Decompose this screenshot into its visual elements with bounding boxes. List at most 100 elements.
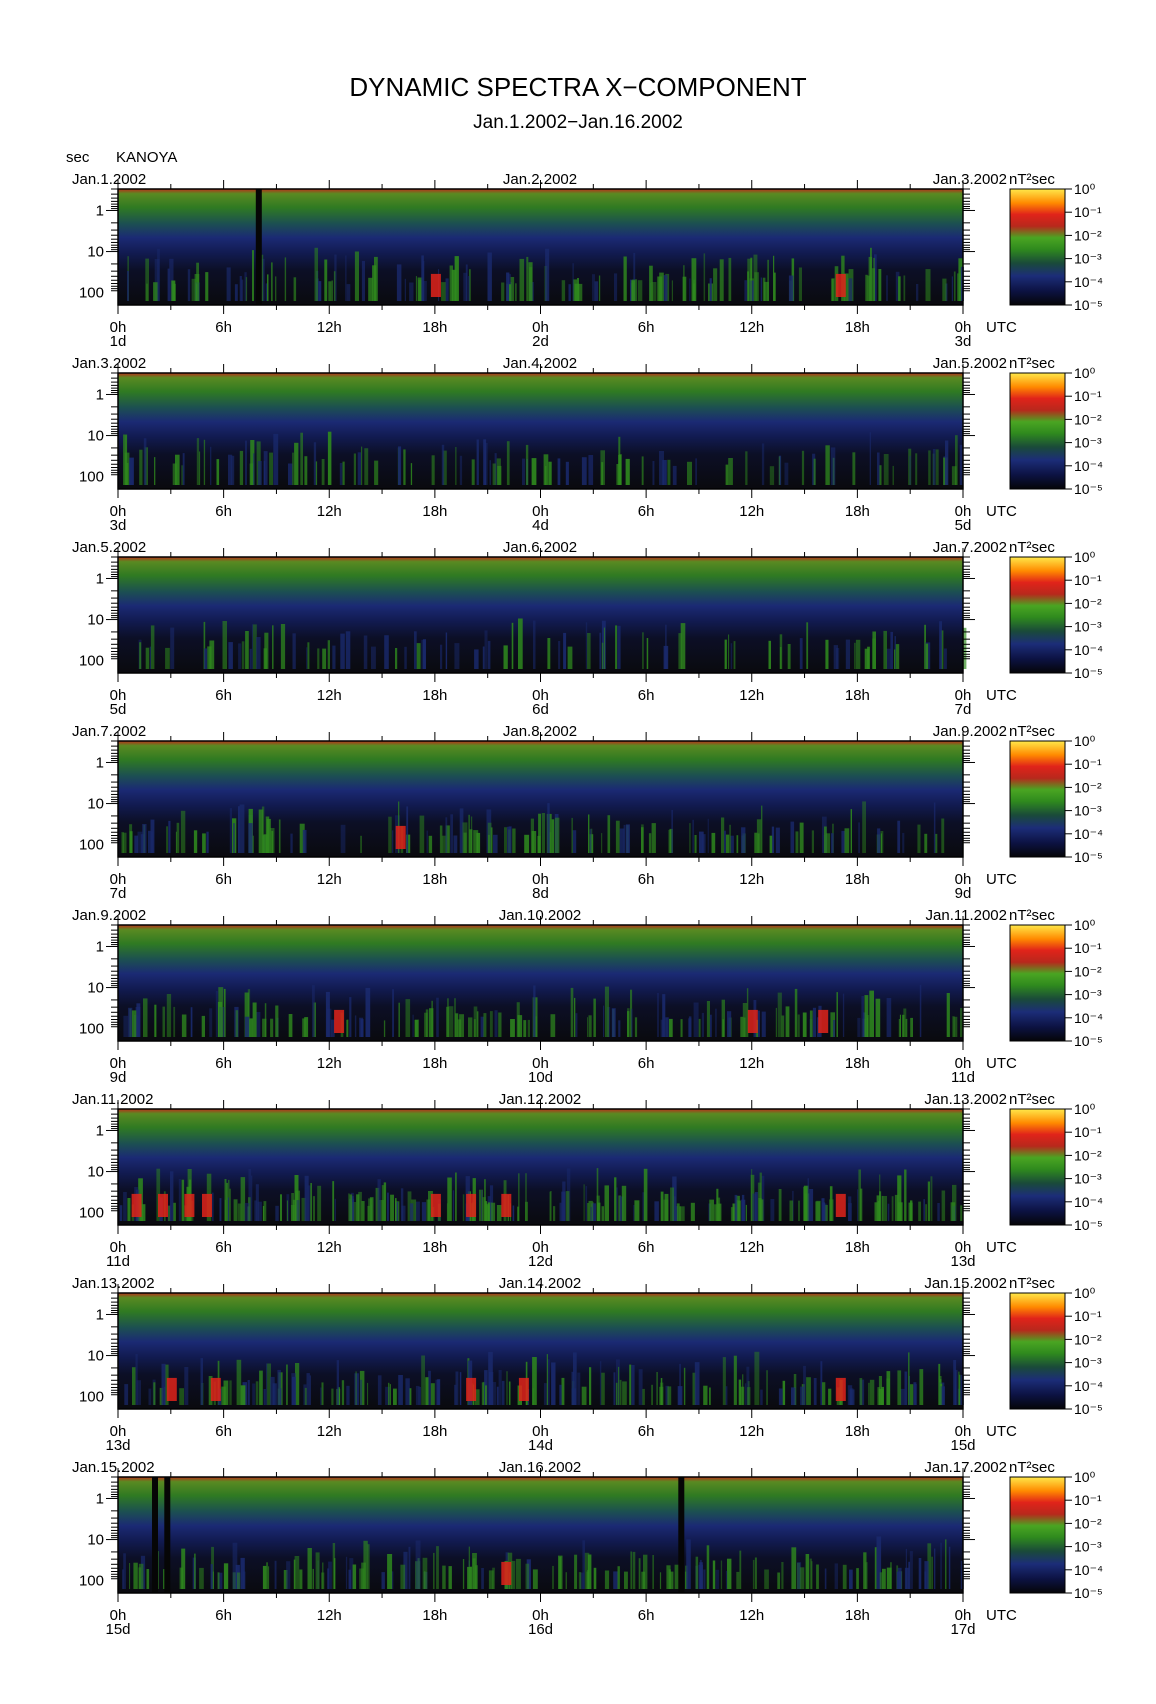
activity-streak (415, 1385, 420, 1405)
x-tick-label: 6h (215, 1423, 232, 1440)
x-tick-label: 6h (638, 503, 655, 520)
colorbar-unit: nT²sec (1009, 1091, 1055, 1108)
activity-streak (395, 1201, 399, 1221)
activity-streak (773, 255, 775, 301)
activity-streak (205, 272, 209, 301)
activity-streak (738, 1379, 742, 1405)
activity-streak (886, 648, 891, 669)
activity-streak (619, 828, 625, 853)
x-tick-label: 18h (422, 1607, 447, 1624)
activity-streak (483, 1013, 487, 1037)
activity-streak (732, 1203, 736, 1221)
activity-streak (446, 1006, 449, 1037)
activity-streak (212, 1192, 214, 1221)
activity-streak (777, 1572, 781, 1589)
activity-streak (824, 1568, 827, 1589)
activity-streak (651, 823, 656, 853)
activity-streak (842, 1564, 847, 1589)
activity-streak (398, 1002, 400, 1037)
x-tick-label: 18h (845, 1055, 870, 1072)
activity-streak (241, 279, 244, 301)
activity-streak (240, 1557, 245, 1589)
activity-streak (143, 438, 147, 485)
colorbar-tick-label: 10⁻¹ (1074, 572, 1102, 588)
activity-streak (361, 446, 363, 485)
colorbar-tick-label: 10⁰ (1074, 181, 1096, 197)
activity-streak (589, 1367, 592, 1405)
x-tick-label: 12h (317, 871, 342, 888)
activity-streak (943, 648, 947, 669)
activity-streak (270, 1376, 275, 1405)
activity-streak (751, 1169, 753, 1221)
activity-streak (484, 442, 488, 485)
activity-streak (960, 1205, 964, 1221)
activity-streak (809, 1189, 814, 1221)
activity-streak (375, 1187, 380, 1221)
activity-streak (778, 455, 782, 485)
panel-end-date: Jan.7.2002 (933, 539, 1007, 556)
activity-streak (224, 1179, 227, 1221)
y-tick-label: 1 (96, 1306, 104, 1323)
activity-streak (141, 1204, 146, 1221)
activity-streak (868, 256, 873, 301)
activity-streak (381, 1572, 385, 1589)
activity-streak (694, 1362, 700, 1405)
x-tick-label: 6h (215, 871, 232, 888)
colorbar-tick-label: 10⁻¹ (1074, 388, 1102, 404)
activity-streak (254, 1200, 257, 1221)
colorbar-tick-label: 10⁻¹ (1074, 1124, 1102, 1140)
activity-streak (660, 1019, 664, 1037)
activity-streak (332, 645, 336, 669)
activity-streak (228, 642, 233, 669)
activity-streak (409, 282, 414, 301)
activity-streak (302, 829, 307, 853)
activity-streak (418, 1387, 421, 1405)
activity-streak (524, 834, 530, 853)
activity-streak (954, 1369, 958, 1405)
activity-streak (475, 1565, 478, 1589)
activity-streak (707, 818, 709, 853)
activity-streak (778, 1189, 782, 1221)
colorbar-tick-label: 10⁻⁴ (1074, 1562, 1103, 1578)
activity-streak (270, 1018, 274, 1037)
activity-streak (462, 1194, 465, 1221)
activity-streak (865, 274, 868, 301)
activity-streak (587, 1569, 590, 1589)
activity-streak (175, 454, 180, 485)
x-tick-label: 0h (955, 871, 972, 888)
activity-streak (563, 632, 567, 669)
y-tick-label: 100 (79, 1573, 104, 1590)
x-tick-label: 18h (845, 1239, 870, 1256)
activity-streak (176, 822, 180, 853)
activity-streak (643, 1554, 648, 1589)
colorbar-tick-label: 10⁻⁵ (1074, 297, 1103, 313)
activity-streak (787, 644, 791, 669)
activity-streak (286, 1364, 288, 1405)
activity-streak (672, 1176, 677, 1221)
activity-streak (904, 1169, 907, 1221)
activity-streak (689, 823, 691, 853)
activity-streak (226, 1182, 228, 1221)
activity-streak (327, 640, 330, 669)
activity-streak (280, 1194, 282, 1221)
activity-streak (587, 1203, 590, 1221)
activity-streak (919, 1369, 924, 1405)
activity-streak (931, 1556, 933, 1589)
activity-streak (744, 280, 748, 301)
activity-streak (304, 1175, 309, 1221)
activity-streak (258, 809, 264, 853)
activity-streak (588, 1015, 592, 1037)
activity-streak (919, 984, 922, 1037)
activity-streak (532, 1569, 538, 1589)
y-tick-label: 100 (79, 837, 104, 854)
activity-streak (275, 1005, 279, 1037)
x-tick-label: 0h (532, 319, 549, 336)
activity-streak (945, 440, 949, 485)
activity-streak (941, 818, 945, 853)
x-tick-label: 0h (110, 319, 127, 336)
activity-streak (518, 618, 523, 669)
activity-streak (428, 1370, 431, 1405)
activity-streak (255, 1184, 259, 1221)
activity-streak (753, 254, 758, 301)
activity-streak (263, 1201, 267, 1221)
